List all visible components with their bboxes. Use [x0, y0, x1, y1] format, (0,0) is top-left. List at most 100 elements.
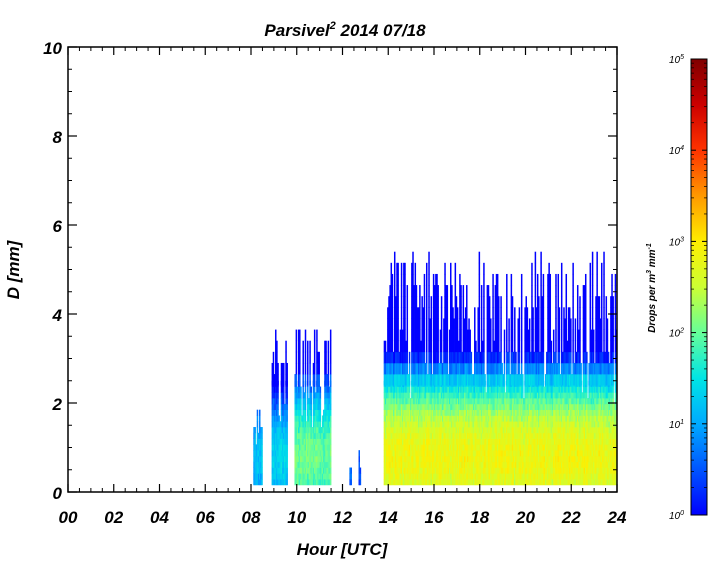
- heatmap-cell: [461, 351, 463, 364]
- heatmap-cell: [463, 398, 466, 405]
- heatmap-cell: [397, 386, 399, 393]
- heatmap-cell: [416, 473, 419, 480]
- heatmap-cell: [539, 386, 541, 393]
- heatmap-cell: [323, 467, 325, 474]
- heatmap-cell: [400, 398, 403, 405]
- heatmap-cell: [302, 409, 304, 416]
- heatmap-cell: [445, 432, 447, 439]
- heatmap-cell: [478, 409, 481, 416]
- heatmap-cell: [272, 398, 275, 405]
- heatmap-cell: [467, 392, 469, 399]
- heatmap-cell: [412, 307, 414, 319]
- heatmap-cell: [400, 473, 403, 480]
- heatmap-cell: [461, 374, 463, 386]
- heatmap-cell: [408, 432, 411, 439]
- heatmap-cell: [533, 398, 535, 405]
- heatmap-cell: [442, 386, 444, 393]
- heatmap-cell: [512, 455, 515, 463]
- heatmap-cell: [319, 438, 322, 445]
- heatmap-cell: [491, 455, 493, 463]
- heatmap-cell: [500, 450, 502, 457]
- heatmap-cell: [412, 415, 414, 422]
- heatmap-cell: [436, 362, 438, 375]
- heatmap-cell: [454, 415, 457, 422]
- heatmap-cell: [295, 467, 298, 474]
- heatmap-cell: [392, 421, 395, 428]
- heatmap-cell: [568, 455, 571, 463]
- heatmap-cell: [554, 398, 556, 405]
- heatmap-cell: [524, 307, 526, 319]
- heatmap-cell: [480, 398, 483, 405]
- heatmap-cell: [570, 374, 572, 386]
- heatmap-cell: [417, 403, 420, 411]
- heatmap-cell: [409, 421, 412, 428]
- heatmap-cell: [307, 374, 309, 386]
- heatmap-cell: [392, 409, 395, 416]
- heatmap-cell: [407, 438, 410, 445]
- heatmap-cell: [413, 285, 415, 297]
- heatmap-cell: [407, 392, 410, 399]
- heatmap-cell: [522, 467, 524, 474]
- heatmap-cell: [400, 307, 403, 319]
- heatmap-cell: [516, 392, 518, 399]
- heatmap-cell: [557, 386, 560, 393]
- heatmap-cell: [482, 450, 484, 457]
- heatmap-cell: [556, 461, 558, 468]
- heatmap-cell: [508, 374, 510, 386]
- heatmap-cell: [480, 351, 483, 364]
- heatmap-cell: [560, 273, 563, 286]
- heatmap-cell: [531, 392, 533, 399]
- heatmap-cell: [439, 398, 442, 405]
- heatmap-cell: [571, 392, 573, 399]
- heatmap-cell: [546, 467, 548, 474]
- heatmap-cell: [509, 432, 511, 439]
- heatmap-cell: [318, 386, 320, 393]
- heatmap-cell: [490, 467, 492, 474]
- heatmap-cell: [551, 461, 554, 468]
- heatmap-cell: [407, 398, 410, 405]
- heatmap-cell: [536, 421, 539, 428]
- heatmap-cell: [389, 479, 391, 486]
- heatmap-cell: [451, 455, 453, 463]
- heatmap-cell: [518, 467, 521, 474]
- heatmap-cell: [397, 340, 399, 353]
- heatmap-cell: [455, 432, 458, 439]
- heatmap-cell: [493, 351, 495, 364]
- heatmap-cell: [412, 473, 414, 480]
- heatmap-cell: [572, 467, 574, 474]
- heatmap-cell: [390, 351, 393, 364]
- heatmap-cell: [256, 479, 259, 486]
- heatmap-cell: [444, 409, 446, 416]
- heatmap-cell: [525, 432, 527, 439]
- heatmap-cell: [518, 318, 521, 330]
- heatmap-cell: [469, 479, 471, 486]
- heatmap-cell: [494, 374, 497, 386]
- heatmap-cell: [535, 415, 538, 422]
- heatmap-cell: [540, 296, 542, 308]
- heatmap-cell: [480, 318, 483, 330]
- heatmap-cell: [313, 479, 316, 486]
- heatmap-cell: [467, 444, 469, 451]
- heatmap-cell: [431, 392, 434, 399]
- heatmap-cell: [455, 392, 458, 399]
- heatmap-cell: [557, 362, 560, 375]
- heatmap-cell: [460, 421, 462, 428]
- heatmap-cell: [273, 415, 276, 422]
- heatmap-cell: [272, 386, 275, 393]
- heatmap-cell: [385, 461, 388, 468]
- heatmap-cell: [415, 421, 418, 428]
- heatmap-cell: [535, 340, 538, 353]
- heatmap-cell: [572, 398, 574, 405]
- heatmap-cell: [483, 329, 485, 342]
- heatmap-cell: [427, 461, 429, 468]
- heatmap-cell: [568, 479, 571, 486]
- heatmap-cell: [436, 273, 438, 286]
- heatmap-cell: [318, 415, 320, 422]
- heatmap-cell: [540, 329, 542, 342]
- heatmap-cell: [551, 432, 554, 439]
- heatmap-cell: [309, 386, 311, 393]
- heatmap-cell: [518, 386, 521, 393]
- heatmap-cell: [279, 473, 282, 480]
- heatmap-cell: [511, 386, 514, 393]
- heatmap-cell: [399, 467, 402, 474]
